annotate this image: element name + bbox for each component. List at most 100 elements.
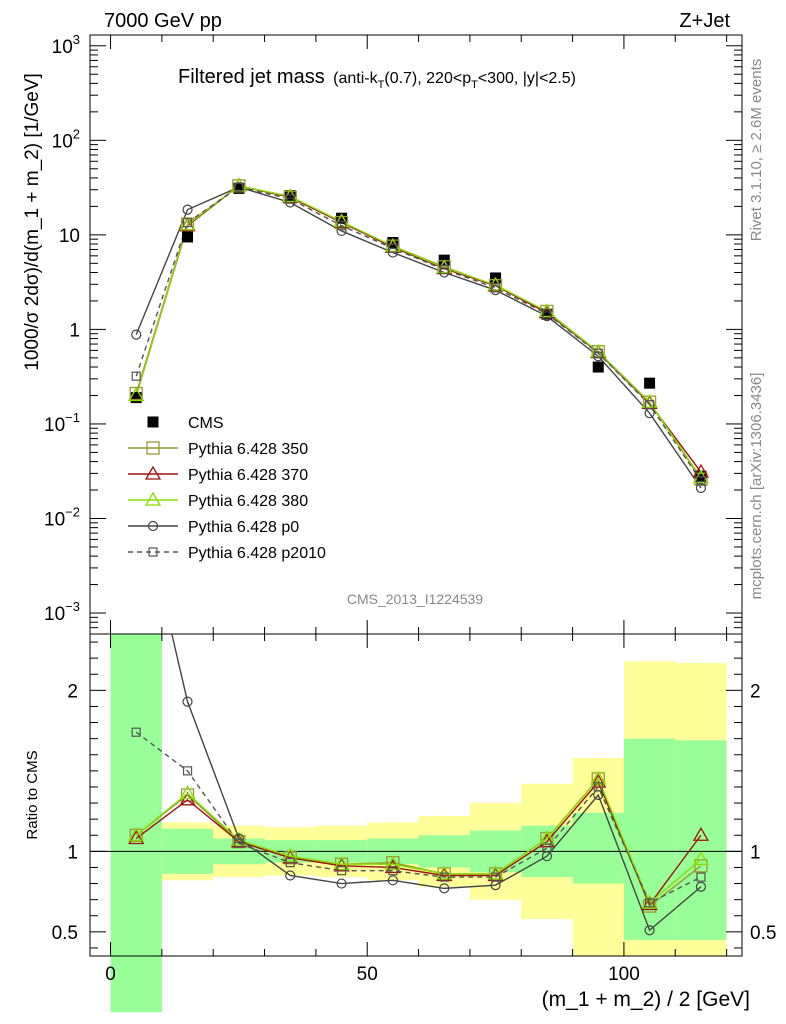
ratio-y-tick-label: 0.5	[52, 923, 78, 944]
main-y-tick-label: 102	[52, 126, 80, 152]
ratio-point-pythia-6-428-p2010	[234, 838, 244, 848]
main-point-cms	[336, 212, 348, 224]
main-y-axis-label: 1000/σ 2dσ)/d(m_1 + m_2) [1/GeV]	[22, 73, 43, 371]
ratio-y-tick-label-right: 0.5	[750, 923, 776, 944]
main-line-pythia-6-428-350	[135, 185, 702, 480]
main-point-cms	[644, 377, 656, 389]
header-right: Z+Jet	[679, 10, 730, 32]
ratio-point-pythia-6-428-p0	[439, 883, 450, 894]
ratio-point-pythia-6-428-p0	[644, 925, 655, 936]
ratio-point-pythia-6-428-p0	[695, 881, 707, 892]
main-point-pythia-6-428-p2010	[131, 371, 141, 381]
main-point-pythia-6-428-p0	[695, 482, 707, 494]
legend-marker-pythia-6-428-380	[144, 491, 162, 506]
legend-label-pythia-6-428-p2010: Pythia 6.428 p2010	[188, 545, 326, 562]
main-point-cms	[284, 190, 296, 202]
ratio-point-pythia-6-428-350	[180, 788, 195, 802]
main-point-pythia-6-428-p2010	[593, 348, 603, 358]
main-point-cms	[233, 182, 245, 194]
ratio-band-green	[110, 634, 162, 1013]
ratio-point-pythia-6-428-380	[282, 847, 299, 862]
chart-subtitle-d: T	[471, 79, 478, 91]
plot-frames	[89, 34, 743, 957]
ratio-point-pythia-6-428-p2010	[285, 858, 295, 868]
ratio-point-pythia-6-428-370	[128, 830, 145, 845]
main-point-cms	[182, 231, 194, 243]
main-point-cms	[695, 470, 707, 482]
legend-label-cms: CMS	[188, 415, 224, 432]
ratio-line-pythia-6-428-370	[135, 780, 702, 906]
ratio-point-pythia-6-428-p0	[233, 833, 244, 844]
ratio-point-pythia-6-428-p2010	[542, 843, 552, 853]
header-left: 7000 GeV pp	[104, 10, 222, 32]
main-point-pythia-6-428-p2010	[542, 309, 552, 319]
main-point-pythia-6-428-380	[128, 387, 145, 402]
legend-label-pythia-6-428-p0: Pythia 6.428 p0	[188, 519, 299, 536]
main-point-pythia-6-428-p2010	[644, 400, 655, 410]
main-y-tick-label: 103	[52, 32, 80, 58]
main-point-cms	[541, 308, 553, 320]
legend-label-pythia-6-428-380: Pythia 6.428 380	[188, 493, 308, 510]
ratio-point-pythia-6-428-p0	[387, 875, 398, 886]
mcplots-label: mcplots.cern.ch [arXiv:1306.3436]	[748, 373, 765, 600]
main-y-tick-label: 10	[59, 226, 80, 247]
ratio-point-pythia-6-428-p2010	[336, 866, 347, 876]
main-line-pythia-6-428-p0	[135, 186, 702, 489]
ratio-y-tick-label: 2	[67, 681, 78, 702]
ratio-y-tick-label-right: 2	[750, 681, 761, 702]
chart-title-main: Filtered jet mass	[178, 66, 325, 88]
ratio-point-pythia-6-428-380	[128, 826, 145, 841]
legend-marker-pythia-6-428-p0	[147, 520, 159, 532]
legend-marker-pythia-6-428-p2010	[148, 547, 158, 557]
chart-subtitle-e: <300, |y|<2.5)	[478, 70, 576, 87]
ratio-point-pythia-6-428-p2010	[593, 782, 603, 792]
ratio-point-pythia-6-428-p2010	[490, 872, 501, 882]
legend: CMS Pythia 6.428 350 Pythia 6.428 370 Pythi…	[128, 415, 326, 562]
chart-subtitle-c: (0.7), 220<p	[384, 70, 471, 87]
ratio-point-pythia-6-428-380	[333, 855, 350, 870]
ratio-y-tick-label: 1	[67, 842, 78, 863]
legend-marker-pythia-6-428-350	[146, 441, 160, 455]
main-point-pythia-6-428-p2010	[336, 221, 347, 231]
main-y-tick-label: 10−3	[44, 599, 80, 625]
x-tick-label: 0	[105, 964, 116, 985]
main-y-tick-label: 10−2	[44, 504, 80, 530]
chart-title: Filtered jet mass (anti-kT(0.7), 220<pT<…	[178, 66, 576, 91]
ratio-series-group	[128, 634, 710, 936]
x-tick-label: 100	[608, 964, 640, 985]
ratio-point-pythia-6-428-p2010	[644, 898, 655, 908]
ratio-point-pythia-6-428-p2010	[696, 872, 706, 882]
x-axis-label: (m_1 + m_2) / 2 [GeV]	[542, 988, 750, 1011]
main-point-pythia-6-428-p2010	[490, 283, 501, 293]
main-point-pythia-6-428-p2010	[388, 243, 398, 253]
ratio-point-pythia-6-428-p2010	[182, 766, 193, 776]
main-point-cms	[592, 361, 604, 373]
legend-marker-pythia-6-428-370	[144, 465, 162, 480]
ratio-point-pythia-6-428-380	[384, 855, 402, 870]
main-point-pythia-6-428-p2010	[234, 182, 244, 192]
ratio-plot-frame	[89, 633, 743, 957]
legend-label-pythia-6-428-350: Pythia 6.428 350	[188, 441, 308, 458]
x-tick-label: 50	[357, 964, 378, 985]
ratio-y-axis-label: Ratio to CMS	[24, 750, 41, 839]
ratio-point-pythia-6-428-380	[538, 830, 556, 845]
ratio-point-pythia-6-428-380	[179, 785, 196, 800]
ratio-point-pythia-6-428-p2010	[439, 872, 449, 882]
main-point-pythia-6-428-p2010	[439, 264, 449, 275]
chart-subtitle-b: T	[378, 79, 385, 91]
main-point-pythia-6-428-p2010	[696, 476, 706, 486]
ratio-point-pythia-6-428-p2010	[388, 866, 398, 876]
ratio-point-pythia-6-428-380	[692, 851, 710, 866]
analysis-id: CMS_2013_I1224539	[347, 591, 483, 607]
main-point-pythia-6-428-p2010	[182, 217, 193, 228]
ratio-line-pythia-6-428-p2010	[135, 731, 702, 904]
legend-marker-cms	[147, 416, 159, 428]
main-point-cms	[130, 392, 142, 404]
main-line-pythia-6-428-380	[135, 185, 702, 479]
chart-subtitle-a: (anti-k	[333, 70, 378, 87]
ratio-point-pythia-6-428-p0	[285, 870, 296, 881]
series-lines	[128, 185, 710, 936]
main-point-pythia-6-428-p0	[336, 225, 347, 237]
